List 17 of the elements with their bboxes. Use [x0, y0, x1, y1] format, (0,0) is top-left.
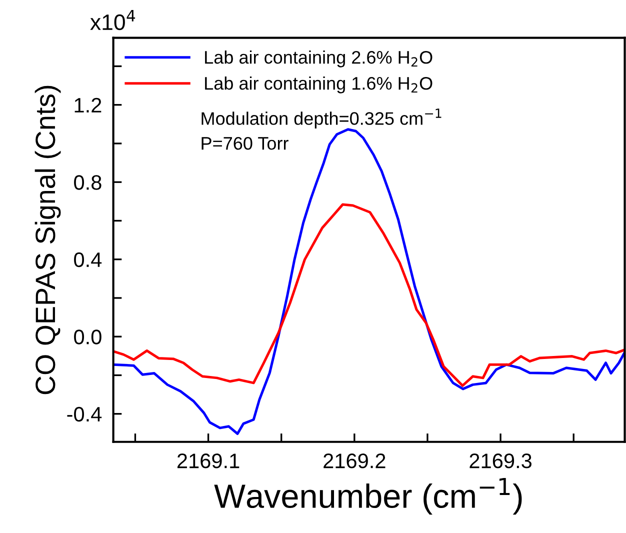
text: x10$^{4}$ — [90, 10, 136, 30]
x-axis-title: Wavenumber (cm$^{−1}$) — [214, 478, 522, 515]
y-tick-label: 0.8 — [74, 175, 102, 190]
x-tick-label: 2169.2 — [324, 454, 386, 468]
y-axis-title: CO QEPAS Signal (Cnts) — [34, 86, 61, 394]
line-series — [113, 203, 625, 387]
y-tick-label: 1.2 — [74, 98, 102, 112]
x-tick-label: 2169.1 — [177, 454, 240, 468]
annotation: P=760 Torr — [202, 136, 288, 150]
y-tick-label: 0.0 — [74, 330, 102, 344]
legend-label: Lab air containing 1.6% H$_{2}$O — [205, 76, 432, 94]
line-series — [113, 128, 625, 435]
annotation: Modulation depth=0.325 cm$^{−1}$ — [202, 108, 442, 128]
y-tick-label: 0.4 — [74, 252, 102, 268]
x-tick-label: 2169.3 — [470, 454, 532, 468]
y-tick-label: -0.4 — [67, 406, 102, 422]
legend-label: Lab air containing 2.6% H$_{2}$O — [205, 50, 432, 68]
